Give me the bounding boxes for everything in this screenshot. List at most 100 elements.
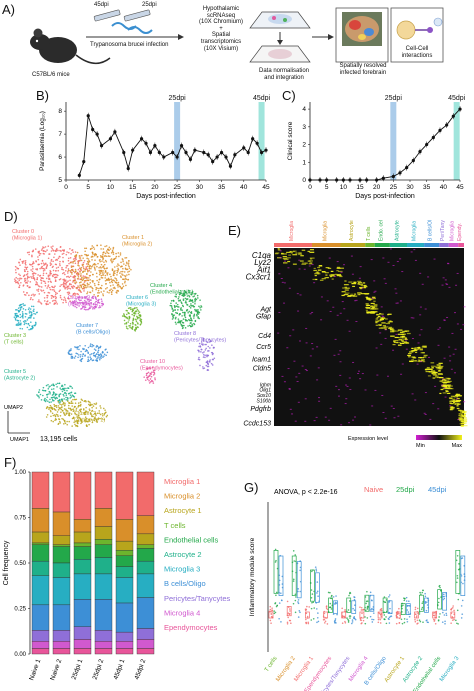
umap-point [72, 398, 74, 401]
umap-point [69, 385, 71, 387]
umap-point [98, 410, 101, 412]
umap-point [199, 346, 202, 348]
umap-point [88, 408, 91, 410]
umap-point [34, 321, 37, 324]
umap-point [198, 305, 200, 308]
umap-point [25, 264, 27, 266]
jitter-point [452, 605, 454, 607]
gene-label: Gfap [256, 314, 271, 321]
umap-point [79, 271, 81, 273]
umap-point [104, 288, 107, 290]
umap-point [80, 299, 82, 302]
trypanosome-icon [111, 22, 153, 34]
jitter-point [325, 607, 328, 610]
jitter-point [330, 608, 333, 610]
heatmap-high-cell [365, 307, 371, 309]
heatmap-low-cell [460, 328, 463, 330]
jitter-point [351, 619, 354, 621]
umap-point [22, 285, 25, 287]
umap-point [109, 259, 112, 261]
umap-point [171, 318, 174, 320]
umap-point [128, 325, 130, 327]
umap-point [54, 408, 56, 411]
umap-point [204, 343, 206, 346]
heatmap-low-cell [439, 327, 442, 329]
umap-point [103, 290, 105, 292]
umap-point [47, 280, 50, 283]
umap-point [153, 373, 156, 375]
umap-point [99, 306, 102, 309]
jitter-point [299, 569, 301, 572]
heatmap-high-cell [378, 324, 382, 326]
umap-point [42, 386, 45, 389]
jitter-point [316, 617, 319, 619]
umap-point [127, 262, 130, 264]
umap-point [172, 309, 175, 311]
umap-point [21, 315, 24, 318]
heatmap-low-cell [376, 374, 379, 376]
heatmap-low-cell [381, 394, 384, 396]
umap-point [50, 415, 52, 418]
umap-point [82, 285, 85, 288]
umap-point [193, 293, 195, 295]
heatmap-low-cell [382, 257, 385, 259]
heatmap-low-cell [281, 281, 284, 283]
heatmap-high-cell [449, 409, 453, 411]
umap-point [56, 248, 58, 250]
umap-point [81, 302, 84, 305]
umap-point [91, 280, 94, 282]
jitter-point [396, 612, 399, 615]
data-point [228, 164, 233, 168]
umap-point [30, 314, 33, 316]
umap-point [82, 275, 85, 277]
umap-point [28, 276, 30, 279]
assay-line-2: scRNAseq [206, 12, 236, 19]
umap-point [75, 272, 78, 275]
umap-point [121, 258, 124, 260]
heatmap-high-cell [365, 303, 369, 305]
jitter-point [352, 607, 354, 610]
jitter-point [299, 590, 302, 593]
umap-point [100, 407, 102, 409]
heatmap-high-cell [447, 387, 452, 390]
jitter-point [347, 618, 349, 621]
umap-point [19, 327, 22, 330]
umap-point [95, 288, 97, 291]
umap-point [126, 317, 129, 320]
umap-point [97, 301, 100, 304]
umap-point [59, 285, 61, 288]
heatmap-column-bar [374, 243, 390, 247]
umap-point [60, 298, 63, 301]
umap-point [84, 268, 87, 271]
umap-point [92, 306, 95, 309]
heatmap-high-cell [457, 395, 463, 397]
umap-cluster-label: Cluster 8 [174, 331, 196, 337]
umap-point [198, 356, 200, 359]
umap-point [58, 263, 61, 265]
umap-point [66, 423, 69, 426]
heatmap-low-cell [440, 384, 443, 386]
umap-point [182, 311, 184, 314]
jitter-point [332, 596, 335, 598]
jitter-point [421, 602, 424, 605]
umap-point [112, 284, 114, 286]
infection-label: Trypanosoma brucei infection [90, 42, 169, 48]
umap-point [90, 412, 92, 415]
umap-point [129, 308, 132, 311]
umap-point [65, 387, 67, 390]
umap-point [135, 307, 138, 309]
umap-point [87, 302, 90, 305]
umap-point [91, 421, 94, 424]
umap-point [119, 254, 122, 256]
heatmap-high-cell [380, 313, 384, 315]
umap-point [19, 316, 22, 319]
jitter-point [418, 611, 421, 613]
heatmap-high-cell [350, 293, 354, 295]
dpi45-label: 45dpi [94, 2, 109, 8]
umap-point [46, 264, 49, 267]
umap-point [93, 263, 96, 266]
heatmap-high-cell [283, 262, 288, 264]
umap-point [64, 279, 67, 281]
umap-point [70, 353, 73, 355]
umap-point [22, 312, 24, 315]
